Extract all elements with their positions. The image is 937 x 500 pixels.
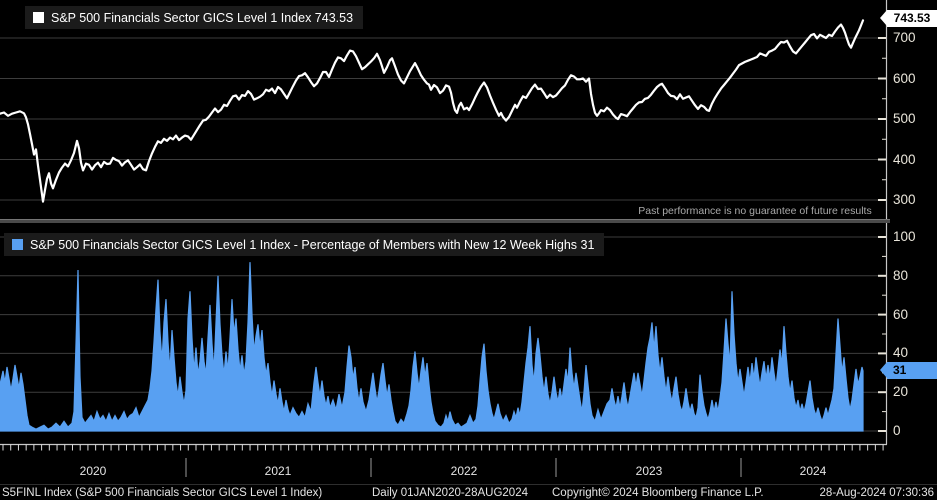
last-value-tag-index[interactable]: 743.53 xyxy=(880,10,937,27)
last-value-index: 743.53 xyxy=(893,11,931,25)
y-axis-tick-label: 40 xyxy=(893,345,909,361)
status-copyright: Copyright© 2024 Bloomberg Finance L.P. xyxy=(552,487,764,499)
blue-series-swatch-icon xyxy=(12,239,23,250)
y-axis-tick-label: 80 xyxy=(893,267,909,283)
year-label: 2023 xyxy=(635,464,663,478)
panel-divider[interactable] xyxy=(0,219,890,223)
y-axis-tick-label: 400 xyxy=(893,151,916,167)
year-label: 2024 xyxy=(799,464,827,478)
y-axis-tick-label: 60 xyxy=(893,306,909,322)
last-value-percent: 31 xyxy=(893,363,907,377)
tag-arrow-icon xyxy=(880,10,887,26)
y-axis-tick-label: 20 xyxy=(893,384,909,400)
last-value-tag-percent[interactable]: 31 xyxy=(880,362,937,379)
legend-top-panel[interactable]: S&P 500 Financials Sector GICS Level 1 I… xyxy=(25,6,364,29)
y-axis-tick-label: 0 xyxy=(893,423,901,438)
y-axis-tick-label: 500 xyxy=(893,111,916,126)
y-axis-tick-label: 100 xyxy=(893,229,916,244)
y-axis-tick-label: 700 xyxy=(893,30,916,45)
year-label: 2020 xyxy=(79,464,107,478)
year-label: 2021 xyxy=(264,464,292,478)
disclaimer-text: Past performance is no guarantee of futu… xyxy=(638,205,872,217)
legend-top-label: S&P 500 Financials Sector GICS Level 1 I… xyxy=(51,10,354,25)
legend-bottom-label: S&P 500 Financials Sector GICS Level 1 I… xyxy=(30,237,595,252)
status-bar: S5FINL Index (S&P 500 Financials Sector … xyxy=(0,484,937,500)
status-period: Daily 01JAN2020-28AUG2024 xyxy=(372,487,528,499)
new-highs-bars-series[interactable] xyxy=(0,262,864,432)
tag-arrow-icon xyxy=(880,362,887,378)
white-series-swatch-icon xyxy=(33,12,44,23)
y-axis-tick-label: 600 xyxy=(893,70,916,86)
status-ticker: S5FINL Index (S&P 500 Financials Sector … xyxy=(2,487,323,499)
status-timestamp: 28-Aug-2024 07:30:36 xyxy=(819,487,934,499)
legend-bottom-panel[interactable]: S&P 500 Financials Sector GICS Level 1 I… xyxy=(4,233,605,256)
y-axis-tick-label: 300 xyxy=(893,192,916,207)
index-line-series[interactable] xyxy=(0,19,865,203)
year-label: 2022 xyxy=(450,464,478,478)
